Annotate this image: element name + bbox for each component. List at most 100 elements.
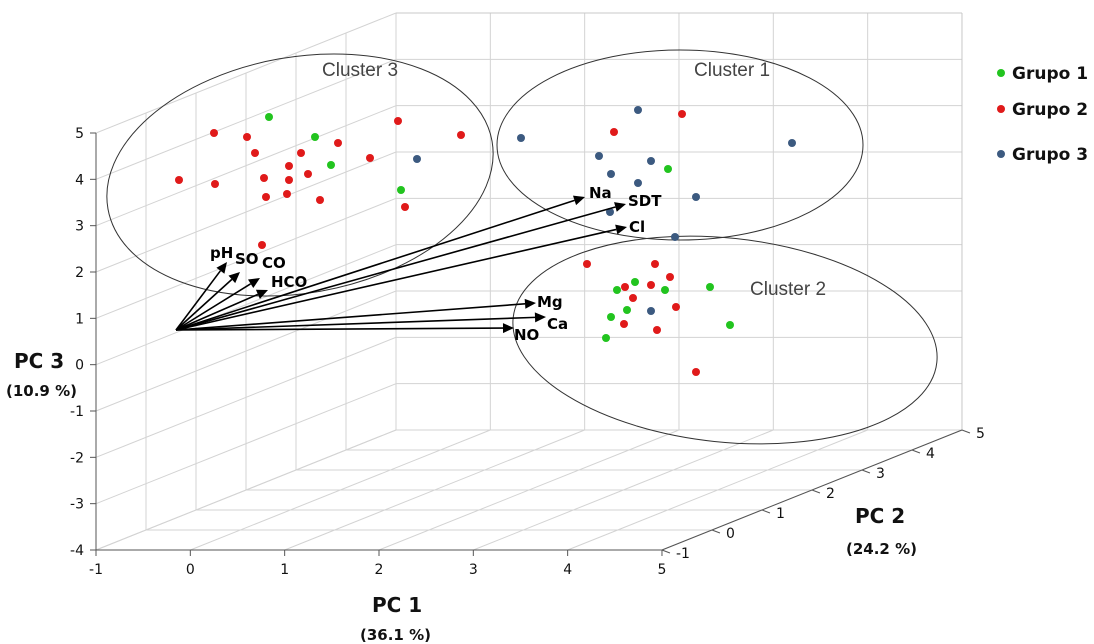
data-point-grupo-1 [265,113,273,121]
data-point-grupo-3 [634,179,642,187]
y-tick-label: 5 [976,426,985,442]
y-tick [661,549,671,554]
grid [95,12,963,551]
grid-line-floor [190,429,491,551]
data-point-grupo-2 [210,129,218,137]
data-point-grupo-1 [607,313,615,321]
cluster-3-label: Cluster 3 [322,60,398,81]
loading-label-so: SO [235,250,259,268]
y-tick [761,509,771,514]
data-point-grupo-2 [678,110,686,118]
z-tick-label: 1 [75,311,84,327]
y-tick-label: 3 [876,466,885,482]
y-tick [711,529,721,534]
z-tick-label: -2 [70,450,84,466]
cluster-ellipses: Cluster 3 Cluster 1 Cluster 2 [106,49,938,445]
loading-label-co: CO [262,254,286,272]
data-point-grupo-2 [692,368,700,376]
x-tick-label: 1 [280,562,289,578]
data-point-grupo-3 [647,307,655,315]
x-axis-percent: (36.1 %) [360,626,431,644]
data-point-grupo-2 [653,326,661,334]
data-point-grupo-2 [621,283,629,291]
loading-arrow-mg [175,303,526,331]
data-point-grupo-2 [285,162,293,170]
loading-arrows [175,195,627,334]
x-tick-label: 3 [469,562,478,578]
y-tick [911,449,921,454]
loading-label-cl: Cl [629,218,645,236]
data-point-grupo-3 [647,157,655,165]
z-tick-label: 2 [75,265,84,281]
data-point-grupo-2 [651,260,659,268]
z-tick-label: 0 [75,358,84,374]
loading-label-ph: pH [210,244,233,262]
data-point-grupo-1 [706,283,714,291]
data-point-grupo-3 [634,106,642,114]
y-tick-label: 2 [826,486,835,502]
data-point-grupo-1 [631,278,639,286]
legend-marker-grupo-1 [997,69,1005,77]
loading-arrow-na-head [572,195,585,206]
loading-labels: pH SO CO HCO Na SDT Cl Mg Ca NO [210,184,662,344]
loading-arrow-hco [175,293,259,331]
data-point-grupo-2 [583,260,591,268]
data-point-grupo-2 [297,149,305,157]
loading-label-hco: HCO [271,273,307,291]
legend-label-grupo-3: Grupo 3 [1012,145,1088,165]
loading-arrow-cl-head [615,224,627,235]
legend-label-grupo-2: Grupo 2 [1012,100,1088,120]
loading-arrow-so-head [228,272,240,284]
loading-arrow-hco-head [255,289,268,299]
loading-arrow-co-head [248,278,260,289]
data-point-grupo-1 [327,161,335,169]
loading-arrow-no-head [502,323,514,334]
data-point-grupo-1 [613,286,621,294]
data-point-grupo-2 [304,170,312,178]
data-point-grupo-1 [397,186,405,194]
z-tick-label: 4 [75,172,84,188]
loading-label-ca: Ca [547,315,568,333]
loading-arrow-sdt [175,206,616,331]
data-point-grupo-1 [623,306,631,314]
grid-line-floor [284,429,585,551]
data-point-grupo-3 [607,170,615,178]
z-tick-label: 3 [75,219,84,235]
data-point-grupo-3 [671,233,679,241]
y-tick [961,429,971,434]
data-point-grupo-2 [258,241,266,249]
cluster-2-ellipse [512,235,938,445]
y-axis-percent: (24.2 %) [846,540,917,558]
loading-arrow-ph-head [216,262,227,274]
data-point-grupo-2 [457,131,465,139]
data-point-grupo-2 [666,273,674,281]
data-point-grupo-3 [788,139,796,147]
grid-line-floor [378,429,680,551]
data-point-grupo-2 [251,149,259,157]
z-tick-label: -4 [70,543,84,559]
grid-line-floor [473,429,774,551]
data-point-grupo-2 [316,196,324,204]
data-point-grupo-2 [647,281,655,289]
data-point-grupo-1 [726,321,734,329]
z-tick-label: 5 [75,126,84,142]
loading-arrow-sdt-head [614,202,626,212]
data-point-grupo-1 [664,165,672,173]
loading-arrow-ca-head [534,312,546,323]
grid-line-floor [567,429,868,551]
data-point-grupo-2 [334,139,342,147]
data-point-grupo-3 [692,193,700,201]
x-tick-label: -1 [89,562,103,578]
y-tick [811,489,821,494]
y-axis-title: PC 2 [855,504,905,528]
loading-arrow-ca [175,316,536,331]
data-point-grupo-2 [629,294,637,302]
y-tick-label: 0 [726,526,735,542]
data-point-grupo-2 [672,303,680,311]
z-tick-label: -3 [70,497,84,513]
data-point-grupo-2 [243,133,251,141]
cluster-1-label: Cluster 1 [694,60,770,81]
data-point-grupo-3 [413,155,421,163]
loading-arrow-co [175,283,252,331]
